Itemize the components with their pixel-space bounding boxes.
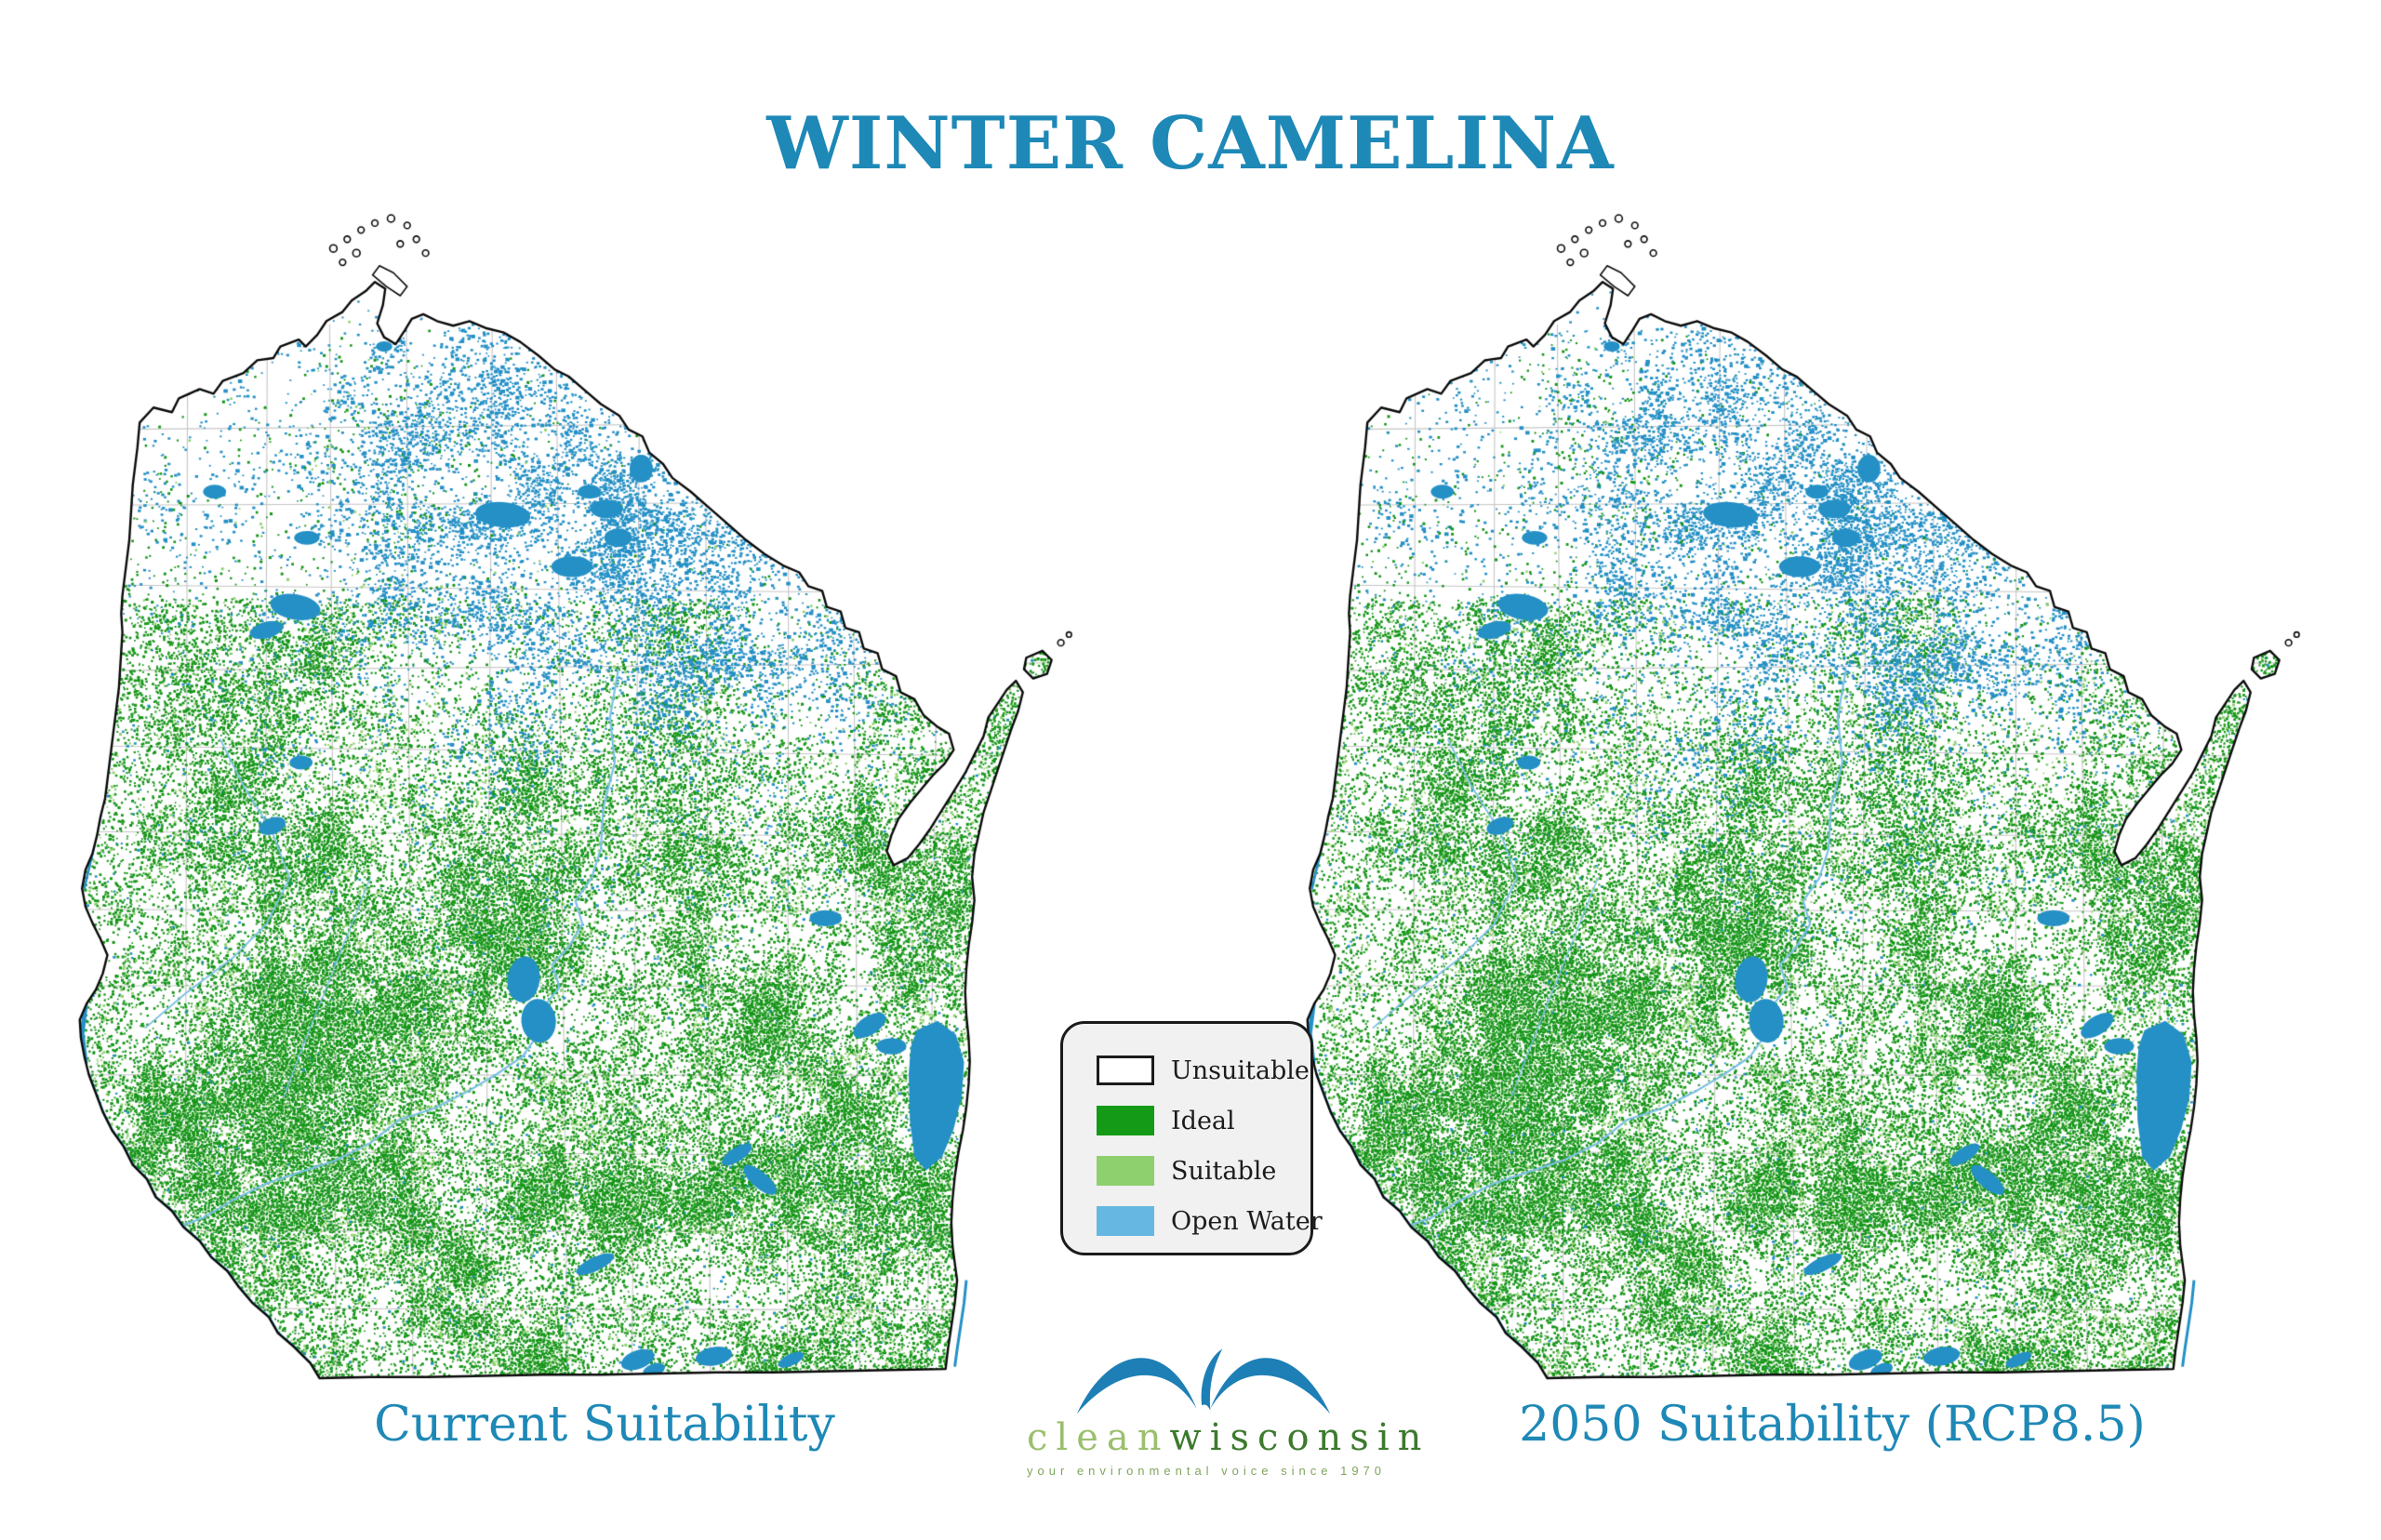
map-caption-2050: 2050 Suitability (RCP8.5) <box>1519 1397 2146 1453</box>
map-caption-current: Current Suitability <box>374 1397 835 1453</box>
legend: Unsuitable Ideal Suitable Open Water <box>1060 1021 1323 1255</box>
legend-swatch-ideal <box>1097 1106 1154 1135</box>
map-canvas-current <box>65 206 1088 1386</box>
page-title: WINTER CAMELINA <box>766 101 1615 186</box>
logo-tagline: your environmental voice since 1970 <box>1027 1464 1387 1478</box>
logo-mark-icon <box>1076 1348 1331 1414</box>
legend-item-ideal: Ideal <box>1097 1102 1310 1139</box>
legend-item-unsuitable: Unsuitable <box>1097 1052 1310 1089</box>
map-figure-current <box>65 206 1088 1386</box>
logo-wordmark: cleanwisconsin <box>1027 1416 1421 1459</box>
legend-swatch-open-water <box>1097 1206 1154 1236</box>
legend-label-ideal: Ideal <box>1171 1106 1235 1135</box>
logo-word-clean: clean <box>1027 1416 1170 1459</box>
legend-label-unsuitable: Unsuitable <box>1171 1055 1310 1085</box>
legend-label-open-water: Open Water <box>1171 1206 1323 1236</box>
map-figure-2050 <box>1293 206 2316 1386</box>
legend-swatch-unsuitable <box>1097 1055 1154 1085</box>
legend-label-suitable: Suitable <box>1171 1156 1277 1186</box>
clean-wisconsin-logo: cleanwisconsin your environmental voice … <box>1027 1332 1421 1478</box>
legend-item-open-water: Open Water <box>1097 1202 1323 1240</box>
map-canvas-2050 <box>1293 206 2316 1386</box>
legend-swatch-suitable <box>1097 1156 1154 1186</box>
logo-word-wisconsin: wisconsin <box>1169 1416 1430 1459</box>
legend-item-suitable: Suitable <box>1097 1152 1310 1189</box>
